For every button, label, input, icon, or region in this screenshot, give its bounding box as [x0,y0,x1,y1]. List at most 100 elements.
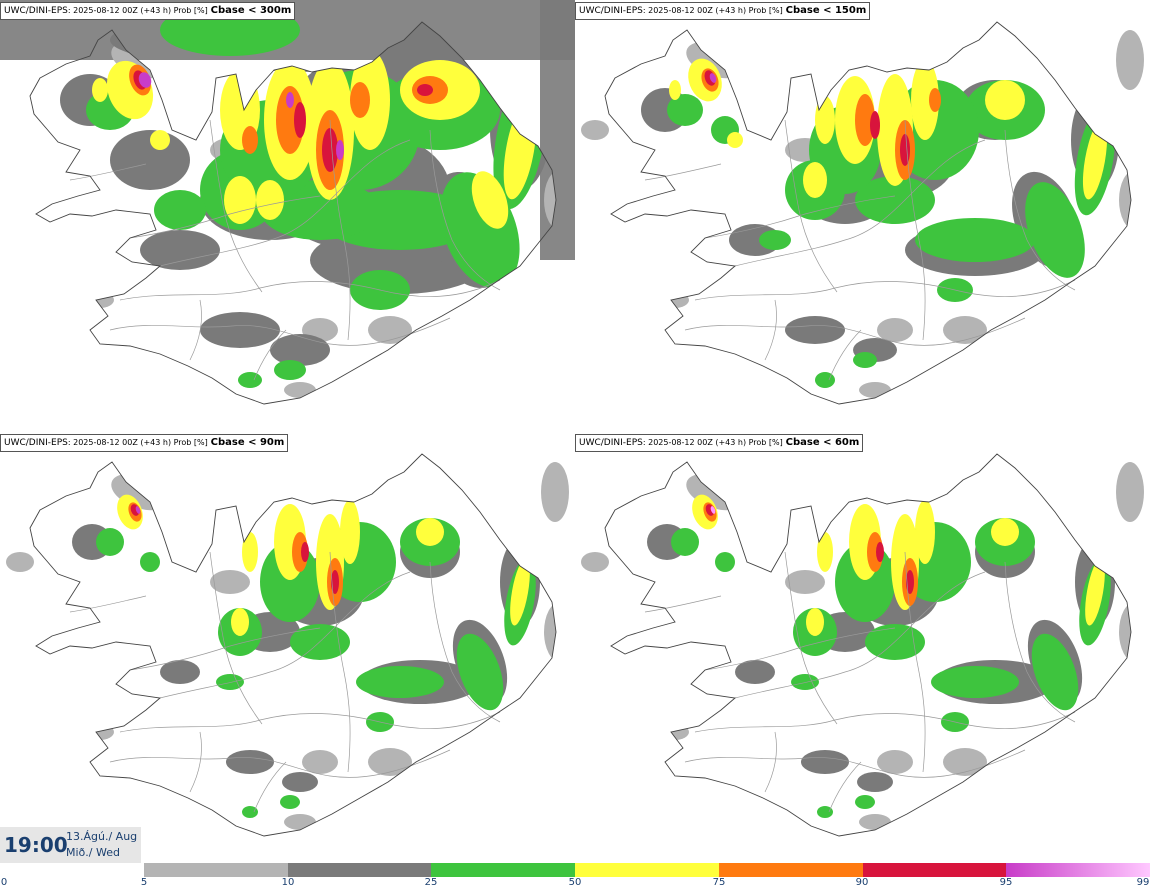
prob-90-95 [705,504,914,594]
probability-blob [1119,602,1131,662]
legend-bin [1006,863,1150,877]
road [253,761,287,813]
road [828,761,862,813]
probability-blob [350,82,370,118]
road [704,627,896,671]
probability-blob [286,92,294,108]
probability-blob [1082,120,1108,200]
panel-title: UWC/DINI-EPS: 2025-08-12 00Z (+43 h) Pro… [575,434,864,452]
probability-blob [1103,702,1127,722]
probability-blob [671,528,699,556]
probability-blob [857,772,893,792]
probability-blob [301,542,309,562]
probability-blob [336,140,344,160]
probability-blob [284,382,316,398]
probability-blob [284,814,316,830]
probability-blob [140,230,220,270]
probability-blob [815,96,835,144]
probability-blob [138,72,152,88]
road [129,627,321,671]
road [904,119,926,341]
map-panel-cbase-300: UWC/DINI-EPS: 2025-08-12 00Z (+43 h) Pro… [0,0,575,432]
probability-blob [96,528,124,556]
probability-blob [710,506,716,514]
offshore-field [581,120,609,140]
road [329,119,351,341]
legend-bin [431,863,576,877]
probability-blob [801,750,849,774]
probability-blob [226,750,274,774]
probability-blob [322,128,338,172]
probability-blob [1085,558,1105,626]
probability-blob [456,633,504,711]
probability-blob [280,795,300,809]
probability-blob [815,372,835,388]
road [189,299,202,361]
panel-title: UWC/DINI-EPS: 2025-08-12 00Z (+43 h) Pro… [0,2,296,20]
probability-blob [1027,310,1063,330]
probability-blob [92,78,108,102]
probability-blob [224,176,256,224]
probability-blob [216,674,244,690]
coastline [604,21,1132,405]
probability-blob [276,86,304,154]
probability-blob [853,352,877,368]
coastline [29,21,557,405]
road [253,329,287,381]
map-panel-cbase-90: UWC/DINI-EPS: 2025-08-12 00Z (+43 h) Pro… [0,432,575,864]
road [694,711,1076,733]
probability-blob [906,570,914,594]
probability-blob [231,608,249,636]
prob-95-99 [138,72,344,160]
probability-blob [417,84,433,96]
road [694,279,1076,301]
probability-blob [471,171,509,229]
coastline [29,453,557,837]
probability-blob [806,608,824,636]
road [69,163,147,181]
road [784,551,838,725]
road [784,119,838,293]
probability-blob [859,814,891,830]
probability-blob [242,532,258,572]
legend-bin [718,863,864,877]
valid-weekday: Mið./ Wed [66,846,120,859]
probability-blob [759,230,791,250]
legend-tick: 95 [999,877,1013,888]
probability-blob [915,218,1035,262]
probability-blob [331,570,339,594]
road [209,551,263,725]
road [734,139,986,267]
probability-blob [803,162,827,198]
probability-blob [985,80,1025,120]
probability-blob [544,602,556,662]
probability-blob [791,674,819,690]
probability-blob [667,94,703,126]
iceland-map [0,0,575,405]
probability-blob [160,660,200,684]
probability-blob [900,134,910,166]
probability-blob [294,102,306,138]
legend-bin [144,863,289,877]
road-network [644,119,1076,381]
probability-blob [256,180,284,220]
legend-bin [862,863,1007,877]
probability-blob [855,795,875,809]
road [119,711,501,733]
offshore-field [581,552,609,572]
panel-title: UWC/DINI-EPS: 2025-08-12 00Z (+43 h) Pro… [575,2,871,20]
probability-blob [709,73,717,83]
road-network [69,551,501,813]
legend-tick: 50 [568,877,582,888]
probability-field [605,454,1131,830]
road [129,195,321,239]
probability-blob [991,518,1019,546]
probability-blob [929,88,941,112]
probability-blob [238,372,262,388]
probability-blob [785,316,845,344]
probability-blob [1027,742,1063,762]
offshore-field [541,462,569,522]
probability-blob [1031,633,1079,711]
probability-blob [855,94,875,146]
valid-time: 19:00 [4,833,68,857]
